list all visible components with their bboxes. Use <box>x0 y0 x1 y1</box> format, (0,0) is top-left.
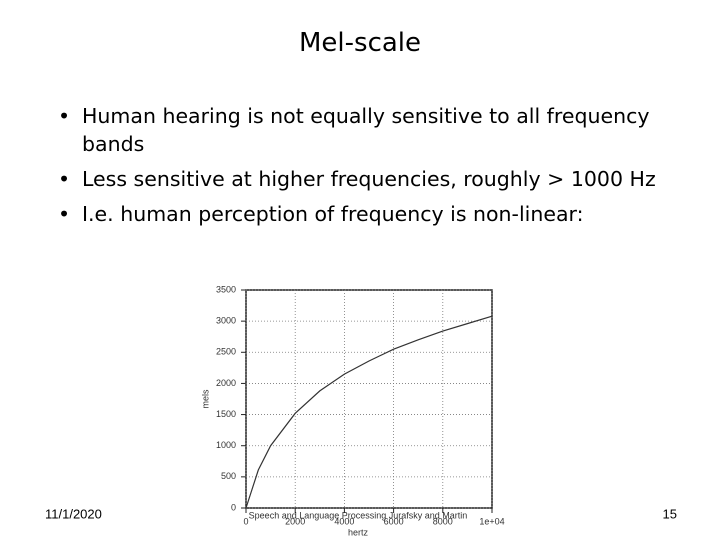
y-axis-label: mels <box>200 389 210 409</box>
source: Speech and Language Processing Jurafsky … <box>249 510 468 520</box>
y-tick-label: 3000 <box>216 316 236 326</box>
footer-date: 11/1/2020 <box>45 506 102 521</box>
x-tick-label: 4000 <box>334 516 354 526</box>
y-tick-label: 1000 <box>216 440 236 450</box>
x-tick-label: 8000 <box>433 516 453 526</box>
bullet: Less sensitive at higher frequencies, ro… <box>56 165 696 193</box>
y-tick-label: 0 <box>231 502 236 512</box>
x-tick-label: 6000 <box>384 516 404 526</box>
y-tick-label: 1500 <box>216 409 236 419</box>
y-tick-label: 3500 <box>216 284 236 294</box>
y-tick-label: 2500 <box>216 347 236 357</box>
y-tick-label: 2000 <box>216 378 236 388</box>
bullet: Human hearing is not equally sensitive t… <box>56 102 696 158</box>
x-tick-label: 2000 <box>285 516 305 526</box>
x-tick-label: 0 <box>243 516 248 526</box>
slide-title: Mel-scale <box>298 28 422 58</box>
plot-frame <box>245 289 493 509</box>
y-tick-label: 500 <box>221 471 236 481</box>
x-tick-label: 1e+04 <box>479 516 504 526</box>
data-line <box>245 315 493 509</box>
page-number: 15 <box>663 506 677 521</box>
bullet-list: Human hearing is not equally sensitive t… <box>56 102 696 235</box>
x-axis-label: hertz <box>348 527 369 537</box>
bullet: I.e. human perception of frequency is no… <box>56 200 696 228</box>
